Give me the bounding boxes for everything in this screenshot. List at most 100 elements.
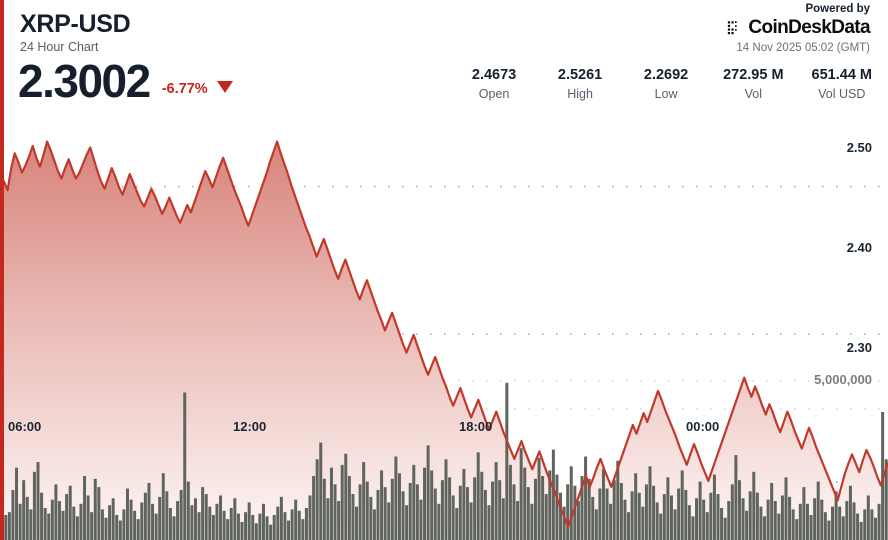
stat-label: Open	[478, 87, 510, 101]
volume-bar	[326, 498, 330, 540]
volume-axis-label: 5,000,000	[814, 372, 872, 387]
volume-bar	[562, 506, 566, 540]
volume-bar	[841, 516, 845, 540]
chart-subtitle: 24 Hour Chart	[20, 40, 99, 54]
volume-bar	[483, 489, 487, 540]
volume-bar	[201, 487, 205, 540]
volume-bar	[637, 492, 641, 540]
y-axis-label-230: 2.30	[846, 340, 872, 355]
volume-bar	[591, 496, 595, 540]
volume-bar	[451, 495, 455, 540]
volume-bar	[870, 509, 874, 540]
volume-bar	[115, 514, 119, 540]
volume-bar	[627, 512, 631, 540]
volume-bar	[745, 510, 749, 540]
volume-bar	[780, 495, 784, 540]
volume-bar	[827, 520, 831, 540]
volume-bar	[458, 485, 462, 540]
volume-bar	[408, 482, 412, 540]
stat-value: 651.44 M	[811, 67, 872, 83]
volume-bar	[680, 470, 684, 540]
volume-bar	[530, 503, 534, 540]
volume-bar	[312, 476, 316, 540]
volume-bar	[644, 484, 648, 540]
volume-bar	[526, 487, 530, 540]
volume-bar	[419, 499, 423, 540]
volume-bar	[211, 514, 215, 540]
stat-vol-usd: 651.44 M Vol USD	[812, 66, 872, 102]
volume-bar	[619, 482, 623, 540]
volume-bar	[737, 480, 741, 540]
volume-bar	[877, 503, 881, 540]
volume-bar	[40, 492, 44, 540]
volume-bar	[390, 478, 394, 540]
stat-value: 2.5261	[557, 67, 603, 83]
volume-bar	[423, 467, 427, 540]
page-title: XRP-USD	[20, 10, 131, 38]
x-axis-label-0600: 06:00	[8, 419, 42, 434]
volume-bar	[541, 476, 545, 540]
volume-bar	[383, 487, 387, 540]
volume-bar	[151, 503, 155, 540]
volume-bar	[294, 499, 298, 540]
brand-row[interactable]: CoinDeskData	[727, 18, 871, 38]
volume-bar	[476, 452, 480, 540]
volume-bar	[36, 462, 40, 540]
volume-bar	[93, 478, 97, 540]
stat-label: Vol	[744, 87, 762, 101]
volume-bar	[576, 501, 580, 540]
stats-row: 2.4673 Open 2.5261 High 2.2692 Low 272.95 M Vol…	[437, 66, 872, 102]
volume-bar	[32, 471, 36, 540]
volume-bar	[687, 505, 691, 540]
stat-low: 2.2692 Low	[637, 66, 695, 102]
volume-bar	[662, 494, 666, 540]
volume-bar	[516, 501, 520, 540]
volume-bar	[755, 492, 759, 540]
volume-bar	[355, 506, 359, 540]
volume-bar	[347, 476, 351, 540]
volume-bar	[290, 509, 294, 540]
volume-bar	[251, 514, 255, 540]
volume-bar	[813, 498, 817, 540]
volume-bar	[154, 513, 158, 540]
volume-bar	[677, 488, 681, 540]
stat-high: 2.5261 High	[551, 66, 609, 102]
volume-bar	[444, 459, 448, 540]
volume-bar	[848, 485, 852, 540]
volume-bar	[594, 509, 598, 540]
volume-bar	[254, 523, 258, 540]
volume-bar	[172, 516, 176, 540]
volume-bar	[358, 484, 362, 540]
volume-bar	[61, 510, 65, 540]
volume-bar	[197, 512, 201, 540]
volume-bar	[25, 496, 29, 540]
volume-bar	[816, 481, 820, 540]
volume-bar	[272, 514, 276, 540]
volume-bar	[838, 506, 842, 540]
volume-bar	[269, 524, 273, 540]
volume-bar	[240, 521, 244, 540]
volume-bar	[455, 508, 459, 540]
x-axis-label-1200: 12:00	[233, 419, 267, 434]
volume-bar	[788, 496, 792, 540]
volume-bar	[505, 382, 509, 540]
volume-bar	[555, 474, 559, 540]
volume-bar	[301, 519, 305, 540]
price-line	[2, 140, 888, 528]
volume-bar	[548, 470, 552, 540]
volume-bar	[100, 509, 104, 540]
volume-bar	[118, 520, 122, 540]
volume-bar	[448, 477, 452, 540]
volume-bar	[108, 505, 112, 540]
powered-by-label: Powered by	[805, 3, 870, 15]
powered-by-block: Powered by CoinDeskData 14 Nov 2025 05:0…	[727, 2, 871, 55]
volume-bar	[133, 510, 137, 540]
volume-bar	[233, 498, 237, 540]
volume-bar	[369, 496, 373, 540]
volume-bar	[351, 494, 355, 540]
volume-bar	[587, 478, 591, 540]
volume-bar	[190, 505, 194, 540]
volume-bar	[809, 514, 813, 540]
y-axis-label-240: 2.40	[846, 240, 872, 255]
